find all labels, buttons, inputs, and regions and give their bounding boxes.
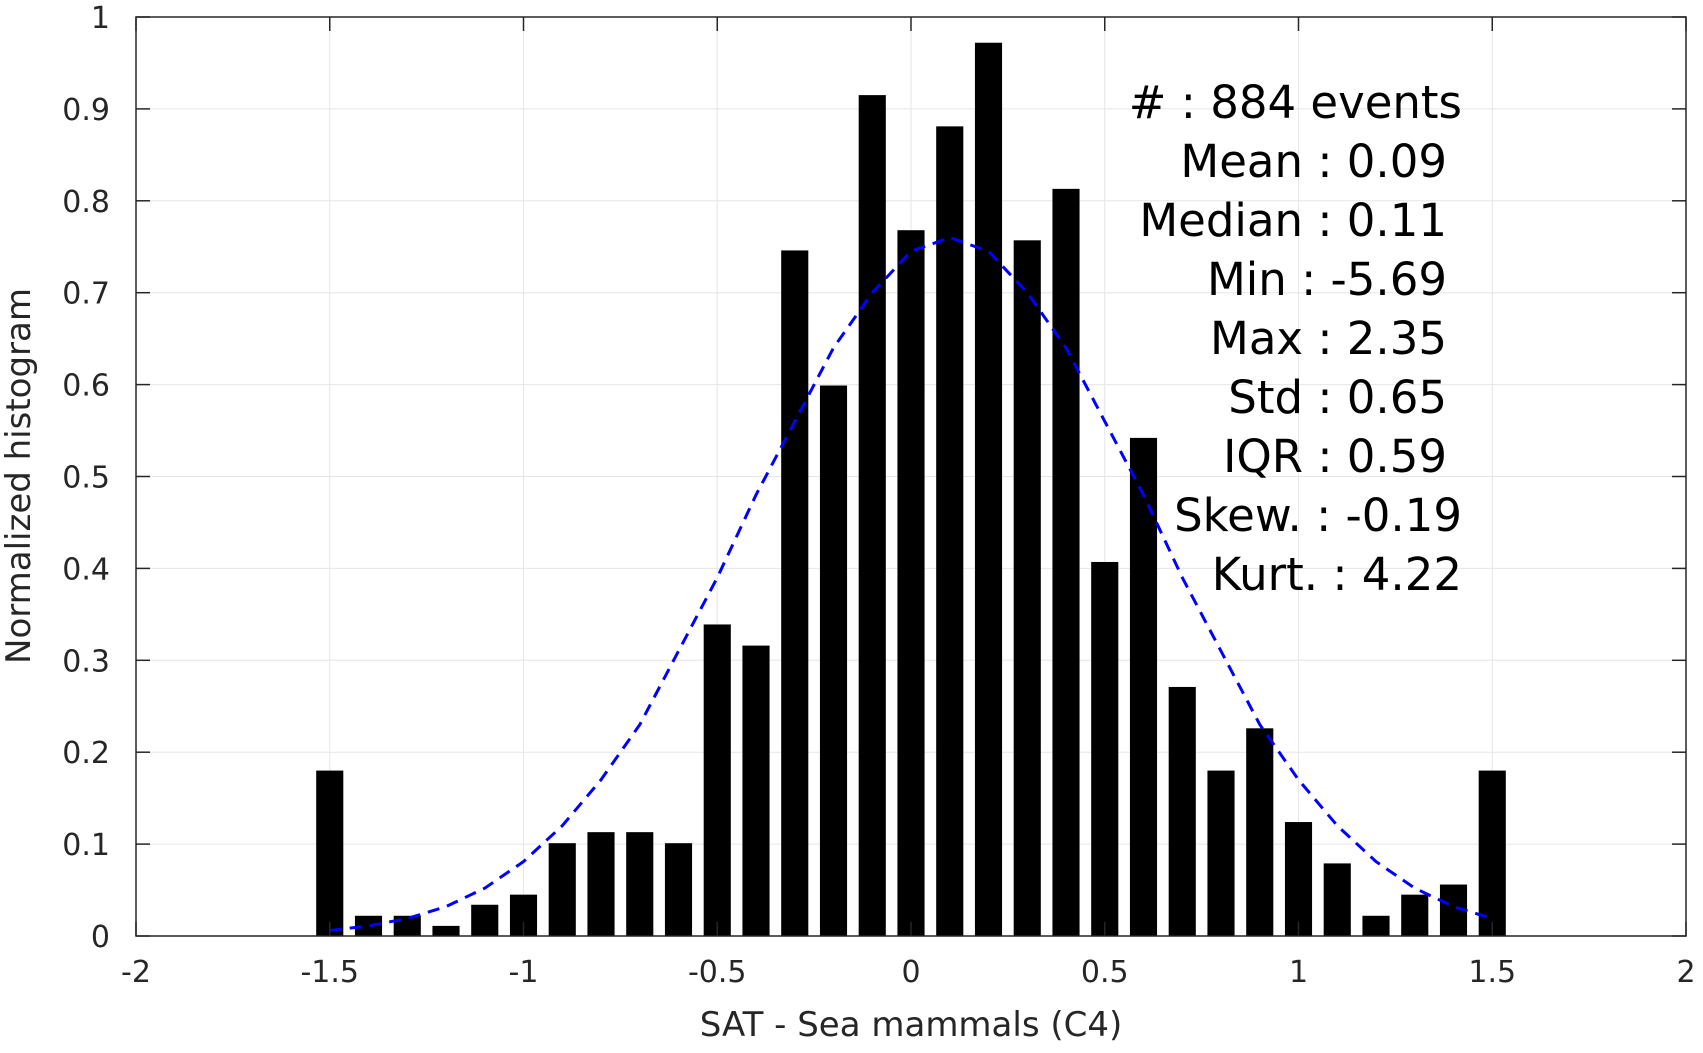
histogram-bar-16 (936, 126, 964, 936)
histogram-bar-8 (626, 832, 654, 936)
histogram-bar-13 (819, 385, 848, 936)
y-tick-label: 0.8 (62, 185, 110, 220)
histogram-bar-1 (354, 915, 383, 936)
y-tick-label: 1 (91, 1, 110, 36)
histogram-bar-9 (664, 843, 693, 936)
histogram-bar-22 (1168, 686, 1196, 936)
stats-kurt: Kurt. : 4.22 (1212, 548, 1462, 601)
y-tick-label: 0.9 (62, 93, 110, 128)
x-tick-labels: -2 -1.5 -1 -0.5 0 0.5 1 1.5 2 (121, 955, 1696, 990)
stats-max: Max : 2.35 (1210, 312, 1447, 365)
histogram-bar-10 (703, 624, 731, 936)
histogram-bar-6 (548, 843, 576, 936)
x-tick-label: 1 (1289, 955, 1308, 990)
histogram-bar-17 (974, 42, 1003, 937)
y-tick-label: 0 (91, 920, 110, 955)
histogram-bar-20 (1091, 561, 1119, 936)
x-tick-label: -0.5 (688, 955, 747, 990)
fit-curve-line (329, 236, 1493, 932)
histogram-bar-19 (1052, 188, 1080, 936)
histogram-bar-30 (1478, 770, 1506, 936)
stats-box: # : 884 events Mean : 0.09 Median : 0.11… (1129, 76, 1462, 601)
histogram-bar-0 (316, 770, 344, 936)
x-tick-label: -1 (509, 955, 539, 990)
stats-skew: Skew. : -0.19 (1174, 489, 1462, 542)
histogram-bar-15 (897, 230, 925, 936)
y-tick-label: 0.5 (62, 461, 110, 496)
y-tick-label: 0.3 (62, 644, 110, 679)
histogram-bar-23 (1207, 770, 1235, 936)
y-tick-labels: 0 0.1 0.2 0.3 0.4 0.5 0.6 0.7 0.8 0.9 1 (62, 1, 110, 955)
x-tick-label: -2 (121, 955, 151, 990)
y-tick-label: 0.7 (62, 277, 110, 312)
histogram-bar-11 (742, 645, 770, 936)
histogram-bar-21 (1129, 437, 1158, 936)
histogram-bar-25 (1284, 822, 1313, 936)
y-tick-label: 0.2 (62, 736, 110, 771)
stats-iqr: IQR : 0.59 (1223, 430, 1447, 483)
histogram-bars (316, 42, 1506, 937)
x-tick-label: 2 (1676, 955, 1695, 990)
stats-mean: Mean : 0.09 (1180, 135, 1447, 188)
histogram-bar-12 (781, 250, 809, 936)
x-tick-label: 0 (901, 955, 920, 990)
y-tick-label: 0.6 (62, 369, 110, 404)
y-axis-title: Normalized histogram (0, 288, 39, 664)
histogram-bar-4 (471, 904, 499, 936)
stats-std: Std : 0.65 (1228, 371, 1447, 424)
histogram-bar-18 (1013, 240, 1041, 936)
y-tick-label: 0.4 (62, 552, 110, 587)
histogram-bar-7 (587, 832, 615, 936)
histogram-bar-27 (1362, 915, 1390, 936)
histogram-bar-26 (1323, 863, 1351, 936)
histogram-bar-3 (432, 925, 460, 936)
y-tick-label: 0.1 (62, 828, 110, 863)
x-tick-label: -1.5 (300, 955, 359, 990)
x-tick-label: 0.5 (1081, 955, 1129, 990)
stats-min: Min : -5.69 (1207, 253, 1447, 306)
stats-median: Median : 0.11 (1139, 194, 1447, 247)
histogram-bar-14 (858, 95, 886, 937)
x-axis-title: SAT - Sea mammals (C4) (700, 1005, 1123, 1045)
histogram-bar-24 (1246, 728, 1274, 936)
stats-events: # : 884 events (1129, 76, 1462, 129)
axes-frame (135, 16, 1687, 937)
x-tick-label: 1.5 (1468, 955, 1516, 990)
normal-fit-curve (329, 236, 1493, 932)
histogram-bar-28 (1401, 894, 1429, 936)
